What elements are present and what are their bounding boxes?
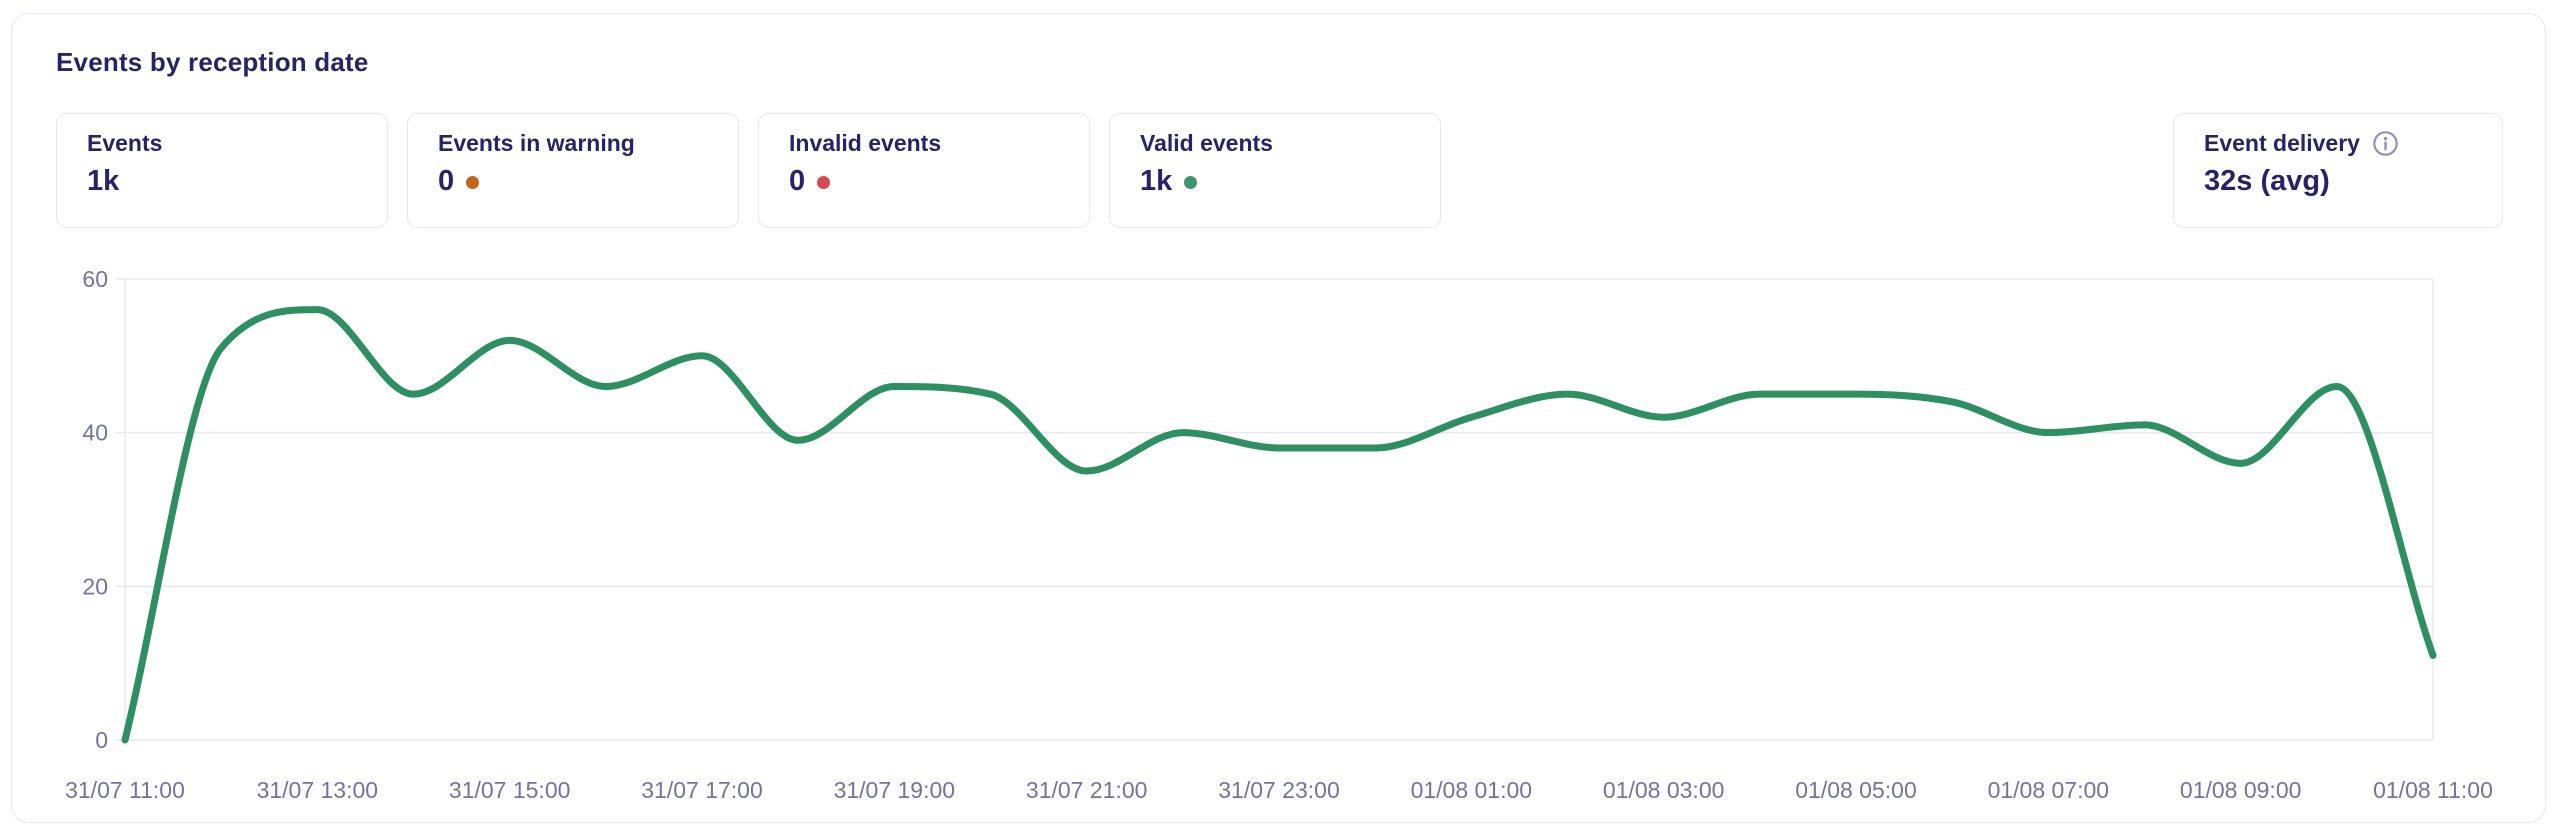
- series-line-events[interactable]: [121, 306, 2437, 744]
- stat-card-events-in-warning: Events in warning 0: [407, 113, 739, 228]
- invalid-status-dot: [817, 176, 831, 190]
- x-axis-label: 31/07 15:00: [449, 777, 571, 803]
- circle-info-icon[interactable]: [2372, 130, 2399, 157]
- events-chart-panel: Events by reception date Events 1k Event…: [11, 13, 2546, 823]
- stat-value-events: 1k: [87, 164, 120, 197]
- y-axis-label: 40: [82, 420, 108, 446]
- stat-value-valid-events: 1k: [1140, 164, 1173, 197]
- stat-cards-row: Events 1k Events in warning 0 Invalid ev…: [56, 113, 2503, 228]
- stat-card-valid-events: Valid events 1k: [1109, 113, 1441, 228]
- x-axis-label: 31/07 23:00: [1218, 777, 1340, 803]
- panel-title: Events by reception date: [56, 47, 369, 77]
- y-axis-label: 60: [82, 266, 108, 292]
- x-axis-label: 01/08 09:00: [2180, 777, 2302, 803]
- stat-label-invalid-events: Invalid events: [789, 130, 942, 156]
- stat-value-events-in-warning: 0: [438, 164, 455, 197]
- stat-label-event-delivery: Event delivery: [2204, 130, 2360, 156]
- stat-label-events: Events: [87, 130, 163, 156]
- x-axis-label: 01/08 11:00: [2373, 777, 2493, 803]
- stat-value-invalid-events: 0: [789, 164, 806, 197]
- x-axis-label: 31/07 19:00: [834, 777, 956, 803]
- x-axis-label: 31/07 11:00: [65, 777, 185, 803]
- x-axis-label: 01/08 07:00: [1988, 777, 2110, 803]
- events-line-chart[interactable]: 0 20 40 60 31/07 11:00 31/07 13:00 31/07 15:00…: [12, 14, 2546, 822]
- stat-card-invalid-events: Invalid events 0: [758, 113, 1090, 228]
- x-axis-label: 01/08 03:00: [1603, 777, 1725, 803]
- x-axis-label: 01/08 01:00: [1411, 777, 1533, 803]
- stat-card-events: Events 1k: [56, 113, 388, 228]
- valid-status-dot: [1184, 176, 1198, 190]
- warning-status-dot: [466, 176, 480, 190]
- stat-card-event-delivery: Event delivery 32s (avg): [2173, 113, 2503, 228]
- x-axis-label: 31/07 13:00: [257, 777, 379, 803]
- x-axis-label: 31/07 21:00: [1026, 777, 1148, 803]
- x-axis-label: 31/07 17:00: [641, 777, 763, 803]
- y-axis-label: 0: [95, 727, 108, 753]
- stat-value-event-delivery: 32s (avg): [2204, 164, 2330, 197]
- x-axis-label: 01/08 05:00: [1795, 777, 1917, 803]
- y-axis-label: 20: [82, 573, 108, 599]
- stat-label-valid-events: Valid events: [1140, 130, 1273, 156]
- stat-label-events-in-warning: Events in warning: [438, 130, 635, 156]
